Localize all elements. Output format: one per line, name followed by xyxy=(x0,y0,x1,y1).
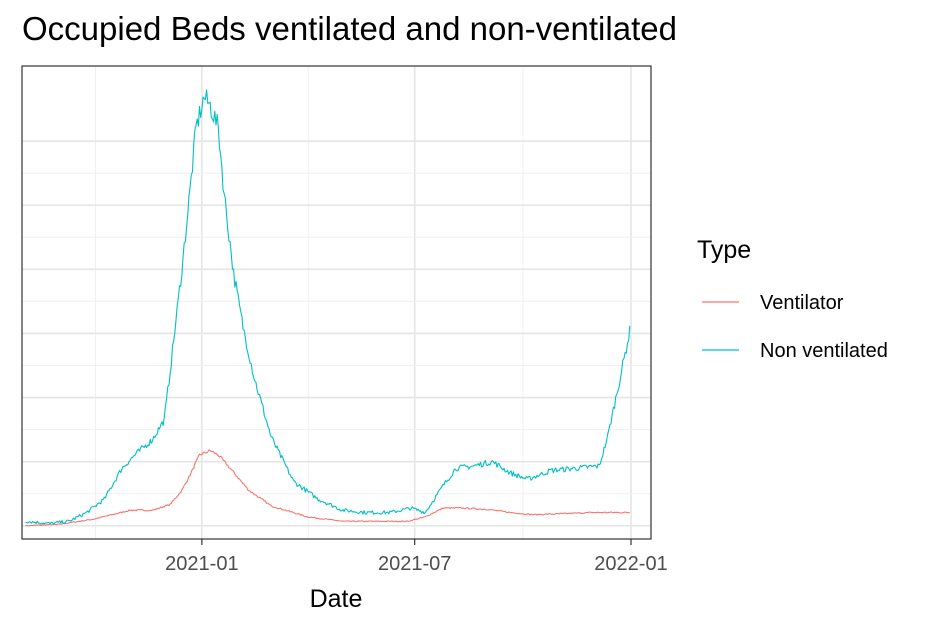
plot-panel-border xyxy=(21,65,652,540)
x-axis-title: Date xyxy=(310,585,363,613)
x-tick-label: 2022-01 xyxy=(594,553,667,575)
chart-title: Occupied Beds ventilated and non-ventila… xyxy=(22,10,677,47)
series-lines xyxy=(25,89,631,527)
legend-label: Non ventilated xyxy=(760,340,888,362)
x-tick-label: 2021-01 xyxy=(165,553,238,575)
series-line-ventilator xyxy=(25,449,630,527)
series-line-non-ventilated xyxy=(25,89,631,525)
x-tick-label: 2021-07 xyxy=(378,553,451,575)
legend-item: Ventilator xyxy=(702,292,844,314)
grid-lines xyxy=(22,66,651,539)
legend-item: Non ventilated xyxy=(702,340,888,362)
x-axis: 2021-01 2021-07 2022-01 xyxy=(165,539,668,575)
legend: Type Ventilator Non ventilated xyxy=(697,236,888,362)
legend-title: Type xyxy=(697,236,751,264)
legend-label: Ventilator xyxy=(760,292,844,314)
